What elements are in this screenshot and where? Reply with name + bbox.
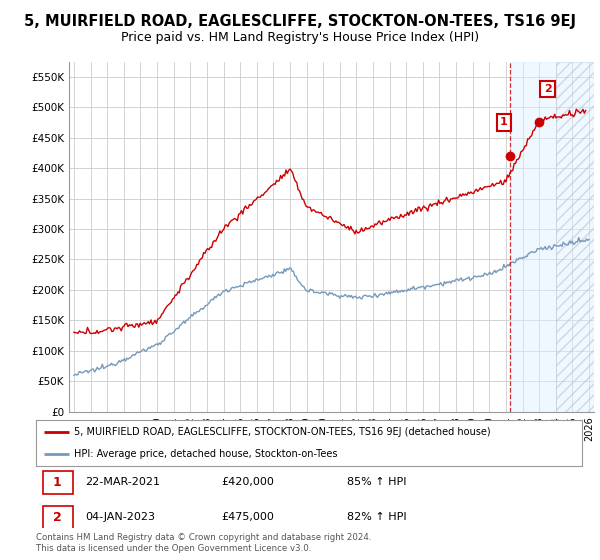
Bar bbox=[509, 62, 594, 412]
Text: 5, MUIRFIELD ROAD, EAGLESCLIFFE, STOCKTON-ON-TEES, TS16 9EJ (detached house): 5, MUIRFIELD ROAD, EAGLESCLIFFE, STOCKTO… bbox=[74, 427, 491, 437]
Text: HPI: Average price, detached house, Stockton-on-Tees: HPI: Average price, detached house, Stoc… bbox=[74, 449, 338, 459]
Text: 2: 2 bbox=[53, 511, 62, 524]
Text: 5, MUIRFIELD ROAD, EAGLESCLIFFE, STOCKTON-ON-TEES, TS16 9EJ: 5, MUIRFIELD ROAD, EAGLESCLIFFE, STOCKTO… bbox=[24, 14, 576, 29]
Text: 1: 1 bbox=[500, 118, 508, 128]
Text: 1: 1 bbox=[53, 475, 62, 489]
Text: 22-MAR-2021: 22-MAR-2021 bbox=[85, 477, 160, 487]
FancyBboxPatch shape bbox=[43, 470, 73, 493]
Text: 85% ↑ HPI: 85% ↑ HPI bbox=[347, 477, 407, 487]
Text: 2: 2 bbox=[544, 84, 551, 94]
Bar bbox=[556, 62, 594, 412]
FancyBboxPatch shape bbox=[43, 506, 73, 529]
Text: Price paid vs. HM Land Registry's House Price Index (HPI): Price paid vs. HM Land Registry's House … bbox=[121, 31, 479, 44]
Text: £475,000: £475,000 bbox=[221, 512, 275, 522]
Text: Contains HM Land Registry data © Crown copyright and database right 2024.
This d: Contains HM Land Registry data © Crown c… bbox=[36, 533, 371, 553]
Text: £420,000: £420,000 bbox=[221, 477, 275, 487]
Text: 82% ↑ HPI: 82% ↑ HPI bbox=[347, 512, 407, 522]
Text: 04-JAN-2023: 04-JAN-2023 bbox=[85, 512, 155, 522]
